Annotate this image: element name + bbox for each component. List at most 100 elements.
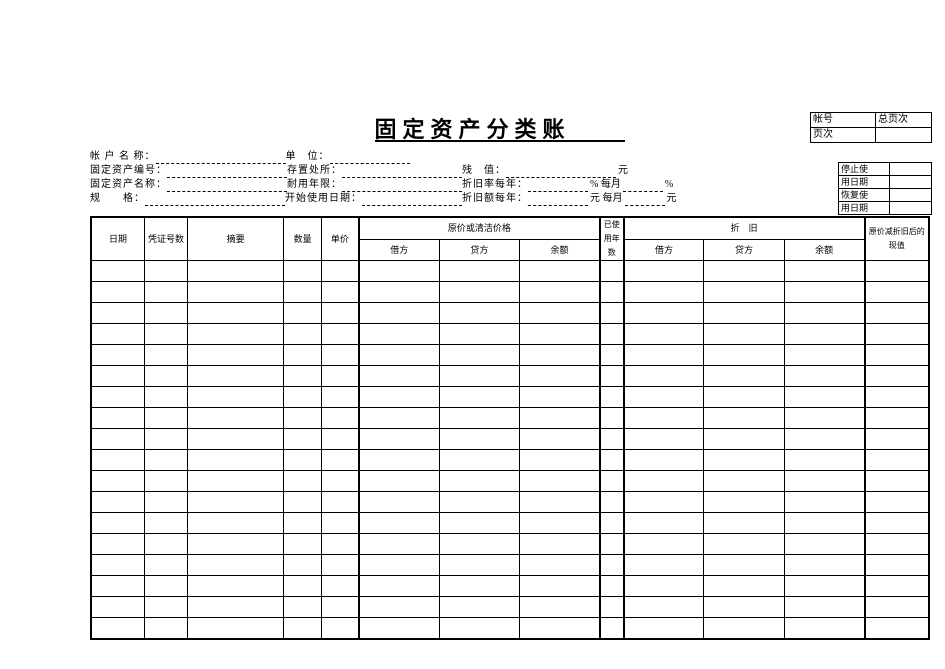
cell: [865, 471, 929, 492]
cell: [520, 387, 600, 408]
cell: [600, 618, 624, 640]
cell: [321, 303, 359, 324]
label-salvage: 残 值：: [462, 164, 506, 178]
cell: [439, 471, 519, 492]
cell: [600, 534, 624, 555]
cell: [91, 534, 145, 555]
cell: [284, 282, 322, 303]
cell: [187, 282, 283, 303]
cell: [865, 492, 929, 513]
cell: [187, 597, 283, 618]
cell: [187, 618, 283, 640]
cell: [865, 261, 929, 282]
table-row: [91, 261, 929, 282]
label-dep-rate: 折旧率每年：: [462, 178, 528, 192]
cell: [321, 429, 359, 450]
cell: [439, 345, 519, 366]
cell: [284, 324, 322, 345]
cell: [321, 555, 359, 576]
cell: [865, 366, 929, 387]
cell: [784, 408, 864, 429]
fill: [145, 193, 285, 206]
table-row: [91, 492, 929, 513]
cell: [520, 429, 600, 450]
table-row: [91, 513, 929, 534]
cell: [520, 366, 600, 387]
cell: [865, 555, 929, 576]
fill: [167, 165, 287, 178]
cell: [520, 534, 600, 555]
label-location: 存置处所：: [287, 164, 342, 178]
cell: [145, 618, 188, 640]
cell: [284, 450, 322, 471]
cell: [520, 345, 600, 366]
cell: [91, 408, 145, 429]
cell: [520, 576, 600, 597]
table-row: [91, 555, 929, 576]
cell: [187, 450, 283, 471]
fill: [528, 179, 588, 192]
cell: [145, 555, 188, 576]
cell: [624, 450, 704, 471]
cell: [284, 492, 322, 513]
cell: [91, 576, 145, 597]
cell: [784, 303, 864, 324]
cell: [91, 618, 145, 640]
cell: [359, 618, 439, 640]
cell: [284, 261, 322, 282]
label-start-date: 开始使用日期：: [285, 192, 362, 206]
table-row: [91, 618, 929, 640]
cell: [600, 450, 624, 471]
ledger-body: [91, 261, 929, 640]
cell: [865, 513, 929, 534]
label-stop-use-1: 停止使: [839, 163, 890, 175]
cell: [784, 555, 864, 576]
cell: [624, 576, 704, 597]
cell: [704, 324, 784, 345]
cell: [704, 618, 784, 640]
cell: [865, 450, 929, 471]
cell: [600, 387, 624, 408]
cell: [145, 597, 188, 618]
cell: [284, 366, 322, 387]
cell: [865, 324, 929, 345]
cell: [187, 513, 283, 534]
cell: [359, 282, 439, 303]
cell: [600, 366, 624, 387]
cell: [91, 345, 145, 366]
cell: [145, 366, 188, 387]
cell: [704, 534, 784, 555]
cell: [187, 408, 283, 429]
label-spec: 规 格：: [90, 192, 145, 206]
cell: [865, 576, 929, 597]
cell: [145, 534, 188, 555]
cell: [187, 576, 283, 597]
table-row: [91, 387, 929, 408]
cell: [91, 513, 145, 534]
cell: [624, 261, 704, 282]
cell: [91, 387, 145, 408]
cell: [600, 324, 624, 345]
cell: [91, 471, 145, 492]
cell: [145, 471, 188, 492]
cell: [359, 429, 439, 450]
cell: [439, 534, 519, 555]
cell: [624, 345, 704, 366]
cell: [704, 513, 784, 534]
cell: [624, 366, 704, 387]
cell: [784, 366, 864, 387]
col-orig-balance: 余额: [520, 239, 600, 260]
cell: [359, 387, 439, 408]
cell: [145, 303, 188, 324]
cell: [600, 555, 624, 576]
table-row: [91, 366, 929, 387]
cell: [321, 387, 359, 408]
cell: [145, 429, 188, 450]
label-account-name: 帐 户 名 称：: [90, 150, 156, 164]
col-dep-debit: 借方: [624, 239, 704, 260]
cell: [784, 282, 864, 303]
cell: [321, 597, 359, 618]
label-unit: 单 位：: [286, 150, 330, 164]
cell: [865, 387, 929, 408]
cell: [520, 450, 600, 471]
